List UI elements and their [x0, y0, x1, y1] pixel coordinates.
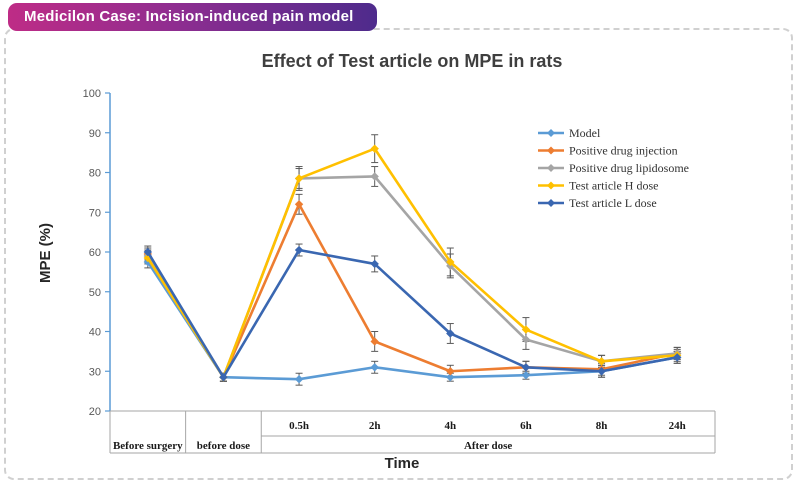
- y-tick-label: 50: [89, 287, 101, 299]
- chart-frame: [4, 28, 793, 480]
- legend-marker: [547, 199, 555, 207]
- data-point-marker: [370, 144, 379, 153]
- data-point-marker: [446, 257, 455, 267]
- plot-area: 20 30 40 50 60 70 80 90 100 0.5h 2h 4h 6h 8h 24h Before…: [83, 88, 716, 454]
- y-tick-label: 60: [89, 247, 101, 259]
- data-point-marker: [370, 363, 379, 372]
- data-point-marker: [143, 247, 153, 257]
- y-axis-title: MPE (%): [37, 223, 54, 283]
- data-point-marker: [446, 373, 455, 382]
- legend-marker: [547, 181, 555, 190]
- legend-item-label: Model: [569, 126, 601, 140]
- data-point-marker: [294, 245, 304, 255]
- data-point-marker: [597, 357, 606, 366]
- data-point-marker: [521, 325, 531, 334]
- data-point-marker: [597, 367, 606, 376]
- y-tick-label: 80: [89, 168, 101, 180]
- y-tick-label: 90: [89, 128, 101, 140]
- header-badge-label: Medicilon Case: Incision-induced pain mo…: [24, 8, 354, 25]
- y-tick-label: 30: [89, 366, 101, 378]
- legend-marker: [547, 146, 555, 155]
- data-point-marker: [521, 363, 531, 372]
- data-point-marker: [521, 335, 531, 344]
- x-tick-label: 4h: [445, 420, 457, 432]
- y-tick-label: 100: [83, 88, 101, 100]
- x-group-label: After dose: [464, 440, 512, 452]
- x-tick-label: 0.5h: [289, 420, 309, 432]
- data-point-marker: [294, 200, 304, 209]
- legend-marker: [547, 164, 555, 172]
- legend-item-label: Positive drug lipidosome: [569, 161, 689, 175]
- data-point-marker: [446, 329, 455, 338]
- x-tick-label: 6h: [520, 420, 532, 432]
- series-line-test-article-h-dose: [146, 147, 679, 379]
- x-tick-label: 8h: [596, 420, 608, 432]
- series-line-positive-drug-injection: [146, 203, 679, 379]
- y-tick-label: 70: [89, 207, 101, 219]
- x-tick-label: 2h: [369, 420, 381, 432]
- y-tick-label: 20: [89, 406, 101, 418]
- data-point-marker: [294, 174, 304, 183]
- y-tick-label: 40: [89, 327, 101, 339]
- data-point-marker: [521, 371, 531, 380]
- data-point-marker: [370, 259, 379, 269]
- legend-item-label: Positive drug injection: [569, 144, 678, 158]
- x-tick-label: 24h: [669, 420, 686, 432]
- x-group-label: Before surgery: [113, 440, 183, 452]
- x-group-label: before dose: [197, 440, 250, 452]
- chart-title: Effect of Test article on MPE in rats: [262, 51, 563, 71]
- data-point-marker: [370, 337, 379, 346]
- data-point-marker: [294, 375, 304, 384]
- series-line-model: [146, 260, 679, 381]
- series-line-test-article-l-dose: [146, 248, 679, 379]
- legend-item-label: Test article L dose: [569, 196, 657, 210]
- data-point-marker: [219, 373, 228, 382]
- data-point-marker: [370, 172, 379, 181]
- data-point-marker: [446, 367, 455, 376]
- header-badge: Medicilon Case: Incision-induced pain mo…: [8, 3, 378, 31]
- data-point-marker: [672, 353, 682, 362]
- x-axis-title: Time: [385, 455, 420, 472]
- legend-marker: [547, 129, 555, 137]
- legend-item-label: Test article H dose: [569, 179, 658, 193]
